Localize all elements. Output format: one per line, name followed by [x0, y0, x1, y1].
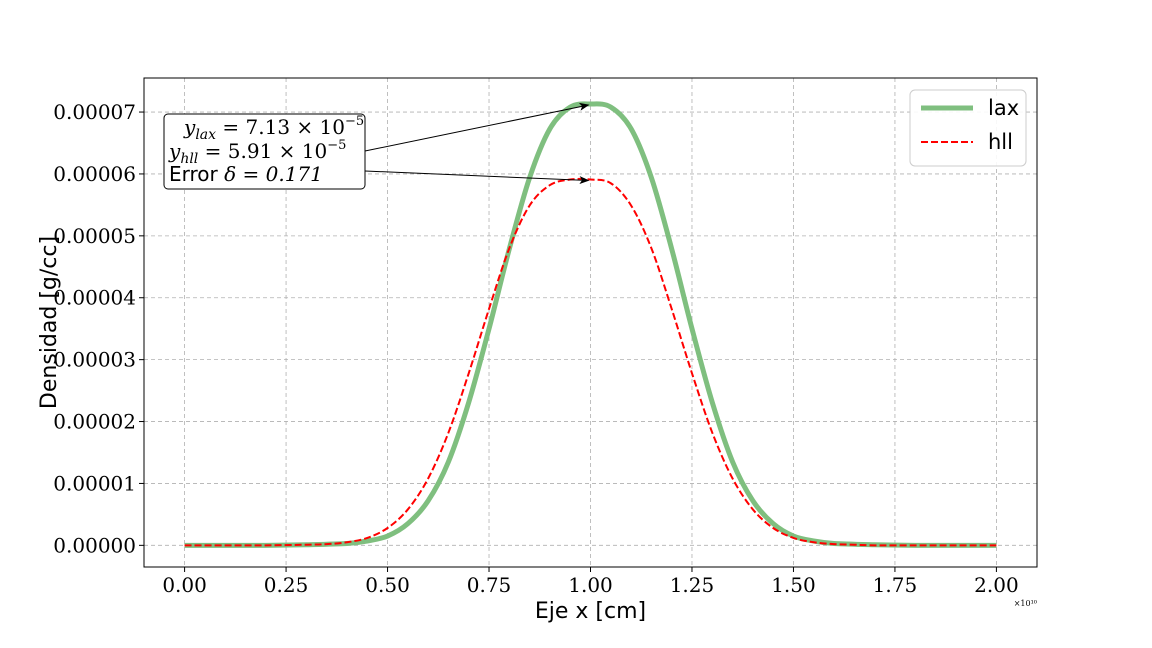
x-axis-offset-label: ×10¹⁰ [1014, 599, 1037, 608]
y-tick-label: 0.00002 [53, 410, 136, 434]
x-tick-label: 0.25 [264, 573, 309, 597]
x-tick-label: 0.50 [365, 573, 410, 597]
annotation-line-error: Error δ = 0.171 [169, 162, 323, 186]
y-tick-label: 0.00001 [53, 471, 136, 495]
annotation-line-lax: ylax = 7.13 × 10−5 [183, 114, 364, 143]
x-tick-label: 1.25 [670, 573, 715, 597]
y-tick-label: 0.00004 [53, 286, 136, 310]
axis-ticks: 0.00 0.25 0.50 0.75 1.00 1.25 1.50 1.75 2.00 0.00… [53, 100, 1018, 597]
x-tick-label: 1.00 [568, 573, 613, 597]
y-tick-label: 0.00005 [53, 224, 136, 248]
y-tick-label: 0.00000 [53, 533, 136, 557]
x-tick-label: 0.75 [467, 573, 512, 597]
y-tick-label: 0.00007 [53, 100, 136, 124]
y-tick-label: 0.00003 [53, 348, 136, 372]
peak-annotation: ylax = 7.13 × 10−5 yhll = 5.91 × 10−5 Er… [163, 102, 590, 190]
legend-label-hll: hll [988, 130, 1013, 154]
annotation-arrow-lax [364, 102, 590, 152]
series-lines [184, 101, 997, 548]
series-line-hll [184, 177, 997, 547]
legend-label-lax: lax [988, 96, 1019, 120]
y-axis-label: Densidad [g/cc] [37, 236, 62, 409]
x-tick-label: 2.00 [974, 573, 1019, 597]
series-line-lax [184, 101, 997, 548]
annotation-line-hll: yhll = 5.91 × 10−5 [168, 138, 346, 167]
x-tick-label: 1.50 [771, 573, 816, 597]
x-axis-label: Eje x [cm] [535, 599, 646, 624]
x-tick-label: 1.75 [873, 573, 918, 597]
x-tick-label: 0.00 [162, 573, 207, 597]
y-tick-label: 0.00006 [53, 162, 136, 186]
legend: lax hll [909, 89, 1027, 167]
annotation-box [163, 113, 366, 190]
annotation-arrow-hll [364, 170, 590, 185]
